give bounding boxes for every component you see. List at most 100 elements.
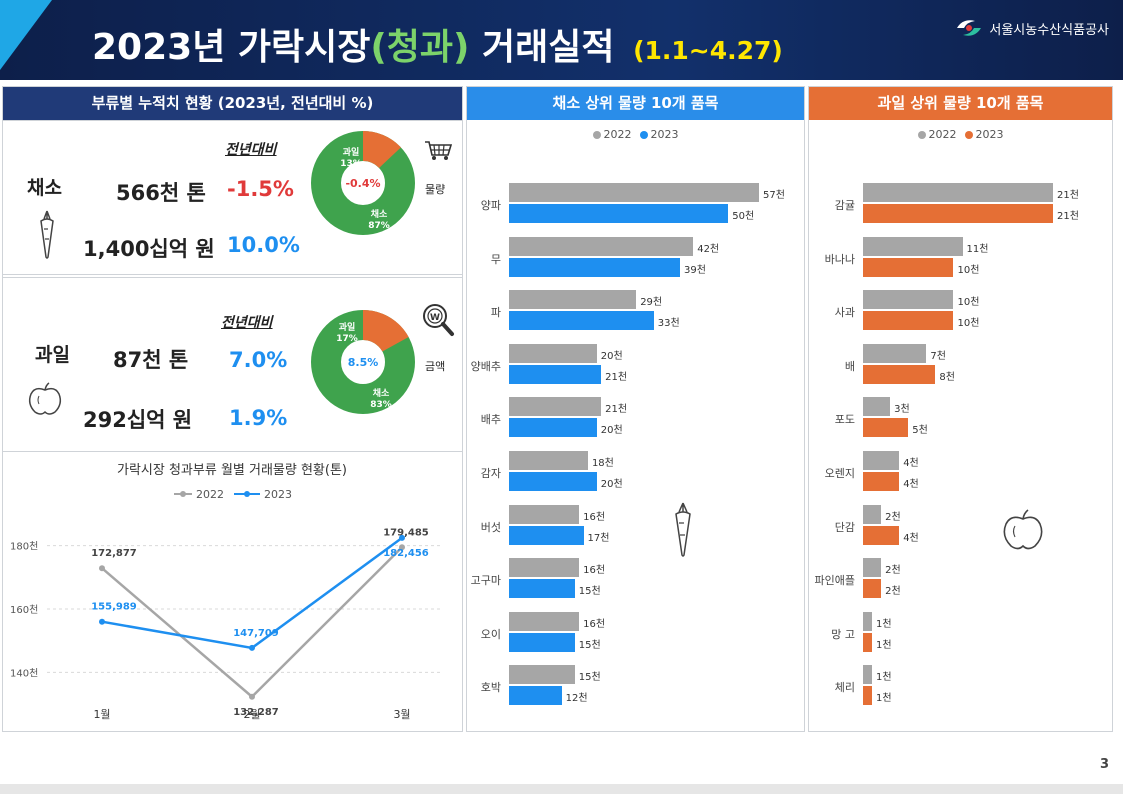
- volume-slice-fruit-pct: 13%: [340, 159, 362, 169]
- legend-label-2022-fruit: 2022: [928, 128, 957, 141]
- category-label: 포도: [834, 413, 855, 427]
- amount-donut-center: 8.5%: [348, 356, 379, 369]
- bar-2022: [863, 665, 873, 685]
- legend-dot-2023-fruit: [964, 131, 973, 139]
- page-number: 3: [1099, 757, 1109, 772]
- magnifier-icon: W: [423, 304, 454, 336]
- category-label: 파: [490, 306, 501, 320]
- bar-value-label: 12천: [565, 693, 588, 705]
- bar-value-label: 17천: [587, 532, 610, 544]
- category-label: 사과: [834, 306, 855, 320]
- bar-2022: [863, 290, 954, 310]
- category-label: 양파: [480, 199, 501, 212]
- volume-slice-veg-pct: 87%: [368, 221, 390, 231]
- x-tick-label: 1월: [93, 708, 110, 721]
- title-suffix: 거래실적: [482, 27, 615, 68]
- legend-dot-2023: [639, 131, 648, 139]
- bar-value-label: 21천: [1057, 190, 1079, 201]
- bar-2023: [509, 311, 654, 331]
- bar-value-label: 10천: [957, 264, 980, 276]
- bar-2022: [509, 236, 694, 256]
- fruit-label: 과일: [35, 344, 70, 366]
- data-label: 179,485: [383, 527, 429, 538]
- apple-icon: [28, 382, 62, 415]
- bar-2022: [863, 611, 873, 631]
- volume-slice-veg-name: 채소: [371, 208, 388, 220]
- bar-2023: [509, 579, 575, 599]
- data-label: 147,709: [233, 628, 279, 639]
- bar-2023: [863, 632, 873, 652]
- category-label: 호박: [480, 681, 501, 695]
- bar-value-label: 20천: [600, 425, 623, 437]
- bar-value-label: 18천: [591, 458, 614, 469]
- bar-2022: [863, 558, 882, 578]
- bar-2022: [863, 183, 1053, 202]
- bar-2023: [863, 579, 882, 599]
- bar-2022: [863, 451, 900, 470]
- bar-value-label: 16천: [583, 511, 606, 523]
- carrot-icon-large: [675, 502, 691, 557]
- series-2022-point: [399, 544, 405, 551]
- bar-value-label: 4천: [903, 458, 919, 469]
- org-logo-icon: [957, 20, 982, 36]
- bar-2023: [509, 686, 562, 706]
- legend-label-2023-fruit: 2023: [975, 128, 1004, 141]
- volume-donut-center: -0.4%: [345, 177, 380, 190]
- series-2022-point: [249, 693, 255, 700]
- vegetable-top10-panel: 채소 상위 물량 10개 품목 2022 2023 양파 57천 50천 무 42천 39…: [466, 86, 805, 732]
- category-label: 감귤: [834, 199, 855, 212]
- fruit-amount-change: 1.9%: [229, 406, 288, 430]
- vegetable-volume-change: -1.5%: [227, 177, 294, 201]
- bar-2022: [509, 504, 580, 524]
- title-highlight: (청과): [370, 27, 470, 68]
- bar-2023: [509, 364, 602, 384]
- y-tick-label: 160천: [10, 604, 38, 616]
- bar-value-label: 11천: [966, 243, 989, 255]
- page-title: 2023년 가락시장(청과) 거래실적 (1.1~4.27): [92, 18, 783, 70]
- category-label: 망 고: [831, 627, 855, 641]
- bar-value-label: 1천: [876, 693, 892, 705]
- bar-value-label: 21천: [1057, 211, 1079, 222]
- bar-value-label: 57천: [763, 190, 785, 201]
- monthly-volume-line-chart: 가락시장 청과부류 월별 거래물량 현황(톤) 2022 2023 140천 16…: [10, 463, 442, 721]
- bar-value-label: 15천: [578, 586, 601, 598]
- series-2022-point: [99, 565, 105, 572]
- bar-value-label: 21천: [605, 404, 628, 416]
- x-tick-label: 2월: [243, 708, 260, 721]
- bar-value-label: 20천: [600, 350, 623, 362]
- bar-2023: [509, 525, 584, 545]
- header-banner: 2023년 가락시장(청과) 거래실적 (1.1~4.27) 서울시농수산식품공…: [0, 0, 1123, 80]
- amount-slice-fruit-name: 과일: [339, 321, 356, 333]
- legend-2023-marker: [244, 491, 250, 497]
- legend-2023-label: 2023: [264, 488, 292, 501]
- bar-2022: [863, 504, 882, 524]
- bar-2023: [863, 204, 1053, 223]
- fruit-summary: 전년대비 과일 87천 톤 7.0% 292십억 원 1.9% 8.5% 과일 …: [2, 277, 463, 452]
- category-label: 체리: [834, 681, 855, 695]
- category-label: 양배추: [470, 359, 501, 373]
- category-label: 바나나: [824, 252, 855, 266]
- yoy-label-fruit: 전년대비: [221, 315, 273, 331]
- vegetable-bars: 양파 57천 50천 무 42천 39천 파 29천 33천 양배추 20천 21천 배추 21천 20천 감…: [467, 87, 806, 733]
- bar-value-label: 2천: [885, 565, 901, 577]
- category-label: 감자: [480, 467, 501, 480]
- svg-text:W: W: [430, 313, 440, 323]
- bar-value-label: 50천: [732, 211, 755, 222]
- bar-2022: [863, 343, 927, 363]
- legend-dot-2022-fruit: [917, 131, 926, 139]
- vegetable-label: 채소: [27, 177, 62, 199]
- fruit-amount: 292십억 원: [83, 408, 193, 432]
- data-label: 182,456: [383, 548, 429, 559]
- bar-2022: [509, 397, 602, 417]
- bar-2022: [509, 665, 575, 685]
- volume-donut: -0.4% 과일 13% 채소 87%: [311, 131, 415, 235]
- fruit-volume-change: 7.0%: [229, 348, 288, 372]
- amount-slice-veg-name: 채소: [373, 387, 390, 399]
- vegetable-legend: 2022 2023: [467, 128, 804, 141]
- bar-2023: [509, 632, 575, 652]
- amount-slice-veg-pct: 83%: [370, 400, 392, 410]
- category-label: 오이: [480, 627, 501, 641]
- bar-2023: [863, 364, 936, 384]
- title-prefix: 2023년 가락시장: [92, 27, 371, 68]
- fruit-top10-title: 과일 상위 물량 10개 품목: [809, 87, 1112, 120]
